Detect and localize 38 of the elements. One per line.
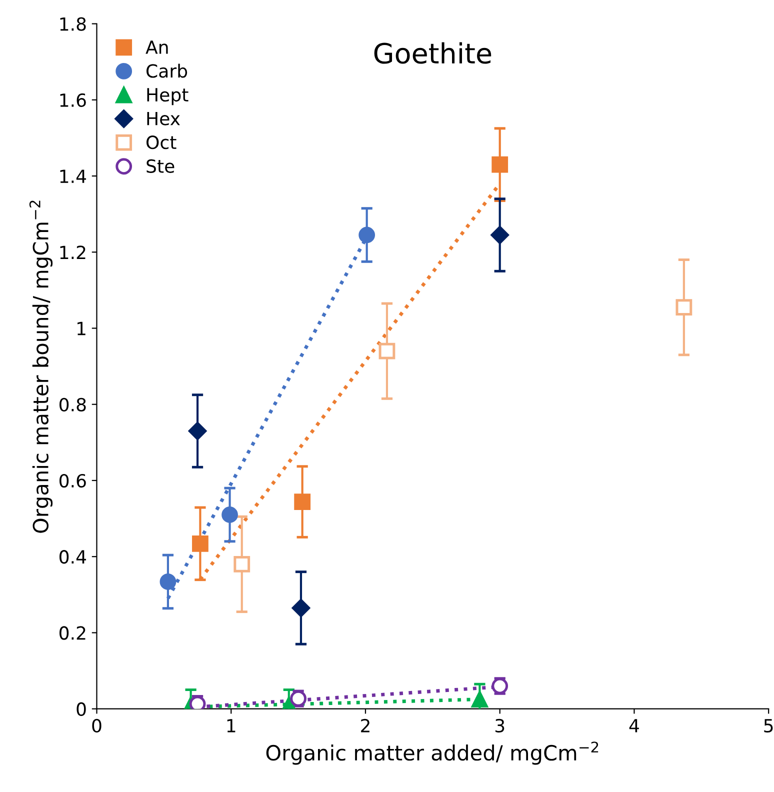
y-tick-label: 1.4 [60, 170, 86, 183]
point [192, 535, 208, 552]
legend-label: Hex [147, 112, 180, 126]
y-tick-label: 0.2 [60, 626, 86, 640]
point [234, 556, 250, 572]
y-tick-label: 1.2 [60, 246, 86, 259]
text: Goethite [374, 42, 492, 64]
point [160, 574, 176, 590]
legend-label: Hept [147, 88, 188, 106]
point [472, 691, 488, 708]
y-tick-label: 1.8 [60, 17, 86, 31]
legend-label: Carb [146, 64, 188, 78]
y-tick-label: 0 [76, 702, 86, 716]
legend-label: Oct [146, 136, 176, 150]
point [676, 299, 692, 316]
x-tick-label: 1 [227, 719, 236, 732]
y-tick-label: 1 [78, 322, 86, 336]
point [292, 598, 310, 618]
point [188, 422, 207, 440]
y-tick-label: 0.8 [60, 398, 86, 412]
point [294, 494, 311, 510]
x-tick-label: 2 [361, 718, 370, 732]
y-tick-label: 1.6 [60, 93, 86, 107]
legend-label: An [146, 40, 168, 54]
point [358, 226, 376, 244]
x-axis-title: Organic matter added/ mgCm$^{−2}$ [266, 742, 598, 765]
x-tick-label: 0 [92, 718, 102, 733]
x-tick-label: 5 [764, 719, 773, 733]
point [490, 226, 509, 244]
x-tick-label: 3 [495, 718, 504, 733]
y-axis-title: Organic matter bound/ mgCm$^{−2}$ [29, 200, 53, 533]
x-tick-label: 4 [629, 719, 639, 732]
point [222, 506, 238, 523]
legend-label: Ste [146, 159, 174, 173]
point [378, 342, 396, 360]
point [492, 156, 508, 173]
y-tick-label: 0.4 [60, 550, 86, 564]
y-tick-label: 0.6 [60, 474, 86, 488]
